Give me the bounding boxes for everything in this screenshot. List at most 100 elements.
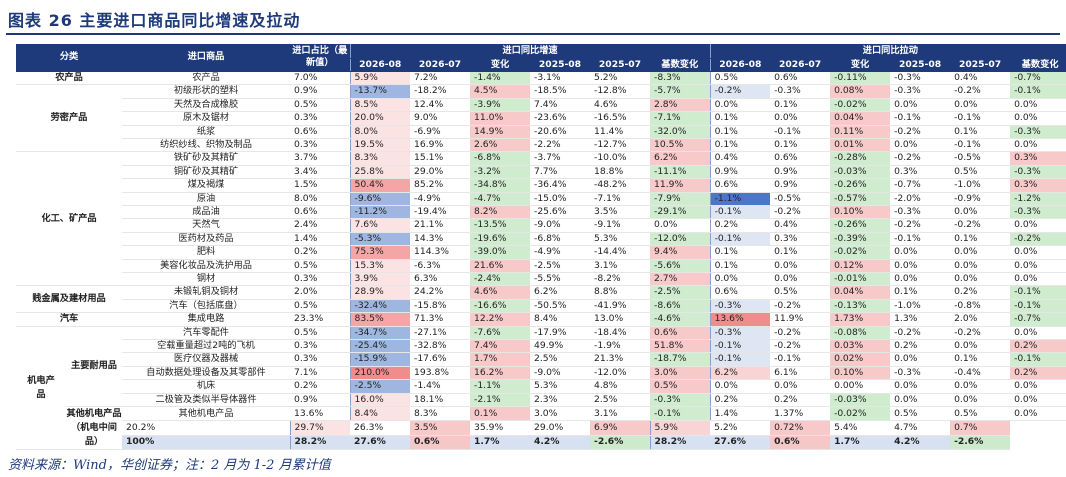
yoy-cell: 8.4% <box>530 312 590 327</box>
pull-cell: -0.1% <box>770 352 831 367</box>
yoy-cell: 193.8% <box>410 366 470 381</box>
pull-cell: 0.0% <box>890 138 951 153</box>
pull-cell: 1.3% <box>890 312 951 327</box>
yoy-cell: -9.0% <box>530 366 590 381</box>
share-cell: 3.7% <box>290 151 350 166</box>
yoy-cell: 85.2% <box>410 178 470 193</box>
yoy-cell: 21.6% <box>470 259 530 274</box>
header-sub-yoy-0: 2026-08 <box>349 58 410 72</box>
share-cell: 0.9% <box>290 84 350 99</box>
yoy-cell: -2.2% <box>530 138 590 153</box>
yoy-cell: 6.2% <box>530 285 590 300</box>
yoy-cell: 6.3% <box>410 272 470 287</box>
pull-cell: -0.11% <box>830 71 891 86</box>
share-cell: 0.5% <box>290 326 350 341</box>
yoy-cell: 7.2% <box>410 71 470 86</box>
yoy-cell: 3.9% <box>349 272 410 287</box>
pull-cell: 0.0% <box>1010 393 1066 408</box>
yoy-cell: -2.4% <box>470 272 530 287</box>
yoy-cell: -6.8% <box>470 151 530 166</box>
yoy-cell: 27.6% <box>350 435 410 451</box>
header-sub-pull-0: 2026-08 <box>709 58 771 72</box>
yoy-cell: 4.2% <box>530 435 590 451</box>
product-name: 纺织纱线、织物及制品 <box>122 138 290 153</box>
pull-cell: -0.02% <box>830 406 891 422</box>
pull-cell: -0.39% <box>830 232 891 247</box>
table-row: 肥料 0.2% 75.3% 114.3% -39.0% -4.9% -14.4% 9.4% 0.… <box>16 245 1066 260</box>
yoy-cell: 50.4% <box>349 178 410 193</box>
yoy-cell: 8.8% <box>590 285 650 300</box>
product-name: 原木及锯材 <box>122 111 290 126</box>
product-name: 医疗仪器及器械 <box>122 352 290 367</box>
yoy-cell: 21.3% <box>590 352 650 367</box>
figure-title: 图表 26 主要进口商品同比增速及拉动 <box>8 11 301 30</box>
yoy-cell: -18.4% <box>590 326 650 341</box>
import-growth-table: 分类 进口商品 进口占比（最新值） 进口同比增速 进口同比拉动 2026-08 2… <box>16 44 1066 451</box>
yoy-cell: -5.5% <box>530 272 590 287</box>
pull-cell: 0.1% <box>709 111 771 126</box>
product-name: 二极管及类似半导体器件 <box>122 393 290 408</box>
pull-cell: -0.13% <box>830 299 891 314</box>
yoy-cell: 16.0% <box>349 393 410 408</box>
yoy-cell: -13.5% <box>470 218 530 233</box>
pull-cell: 0.0% <box>950 379 1011 394</box>
table-row: 空载重量超过2吨的飞机 0.3% -25.4% -32.8% 7.4% 49.9% -1.9… <box>16 339 1066 354</box>
pull-cell: 0.1% <box>709 259 771 274</box>
pull-cell: 0.1% <box>770 98 831 113</box>
yoy-cell: 71.3% <box>410 312 470 327</box>
yoy-cell: 29.0% <box>410 165 470 180</box>
pull-cell: -0.1% <box>709 339 771 354</box>
yoy-cell: -0.3% <box>650 393 711 408</box>
yoy-cell: -41.9% <box>590 299 650 314</box>
table-row: 医疗仪器及器械 0.3% -15.9% -17.6% 1.7% 2.5% 21.3% -18.… <box>16 352 1066 367</box>
yoy-cell: 14.9% <box>470 125 530 139</box>
pull-cell: 1.4% <box>709 406 771 422</box>
yoy-cell: -11.1% <box>650 165 711 180</box>
product-name: 铁矿砂及其精矿 <box>122 151 290 166</box>
pull-cell: 0.0% <box>1010 98 1066 113</box>
yoy-cell: 2.5% <box>530 352 590 367</box>
pull-cell: 0.12% <box>830 259 891 274</box>
pull-cell: 0.0% <box>950 205 1011 220</box>
pull-cell: 0.5% <box>950 165 1011 180</box>
product-name: 铜矿砂及其精矿 <box>122 165 290 180</box>
yoy-cell: 0.6% <box>410 435 470 451</box>
yoy-cell: -9.0% <box>530 218 590 233</box>
yoy-cell: 9.4% <box>650 245 711 260</box>
pull-cell: 0.0% <box>770 259 831 274</box>
pull-cell: 0.11% <box>830 125 891 139</box>
pull-cell: 0.0% <box>709 272 771 287</box>
yoy-cell: -4.7% <box>470 192 530 206</box>
yoy-cell: 16.2% <box>470 366 530 381</box>
yoy-cell: 3.0% <box>650 366 711 381</box>
share-cell: 2.4% <box>290 218 350 233</box>
yoy-cell: -16.5% <box>590 111 650 126</box>
share-cell: 13.6% <box>290 406 350 422</box>
product-name: 初级形状的塑料 <box>122 84 290 99</box>
yoy-cell: 35.9% <box>470 420 530 436</box>
yoy-cell: 19.5% <box>349 138 410 153</box>
table-row: 美容化妆品及洗护用品 0.5% 15.3% -6.3% 21.6% -2.5% 3.1% -5… <box>16 259 1066 274</box>
source-note: 资料来源：Wind，华创证券；注：2 月为 1-2 月累计值 <box>8 458 331 473</box>
product-name: 天然及合成橡胶 <box>122 98 290 113</box>
pull-cell: 6.2% <box>709 366 771 381</box>
yoy-cell: -15.8% <box>410 299 470 314</box>
yoy-cell: -36.4% <box>530 178 590 193</box>
pull-cell: 0.00% <box>830 379 891 394</box>
title-rule <box>6 33 1060 35</box>
pull-cell: 0.0% <box>1010 218 1066 233</box>
pull-cell: 0.03% <box>830 339 891 354</box>
pull-cell: 0.0% <box>890 245 951 260</box>
pull-cell: -0.02% <box>830 245 891 260</box>
pull-cell: 0.5% <box>709 71 771 86</box>
share-cell: 0.9% <box>290 393 350 408</box>
yoy-cell: 8.2% <box>470 205 530 220</box>
product-name: 农产品 <box>122 71 290 86</box>
yoy-cell: -14.4% <box>590 245 650 260</box>
pull-cell: 2.0% <box>950 312 1011 327</box>
yoy-cell: 7.4% <box>470 339 530 354</box>
pull-cell: 0.5% <box>770 285 831 300</box>
pull-cell: 0.3% <box>1010 151 1066 166</box>
pull-cell: -0.3% <box>709 326 771 341</box>
yoy-cell: -19.4% <box>410 205 470 220</box>
